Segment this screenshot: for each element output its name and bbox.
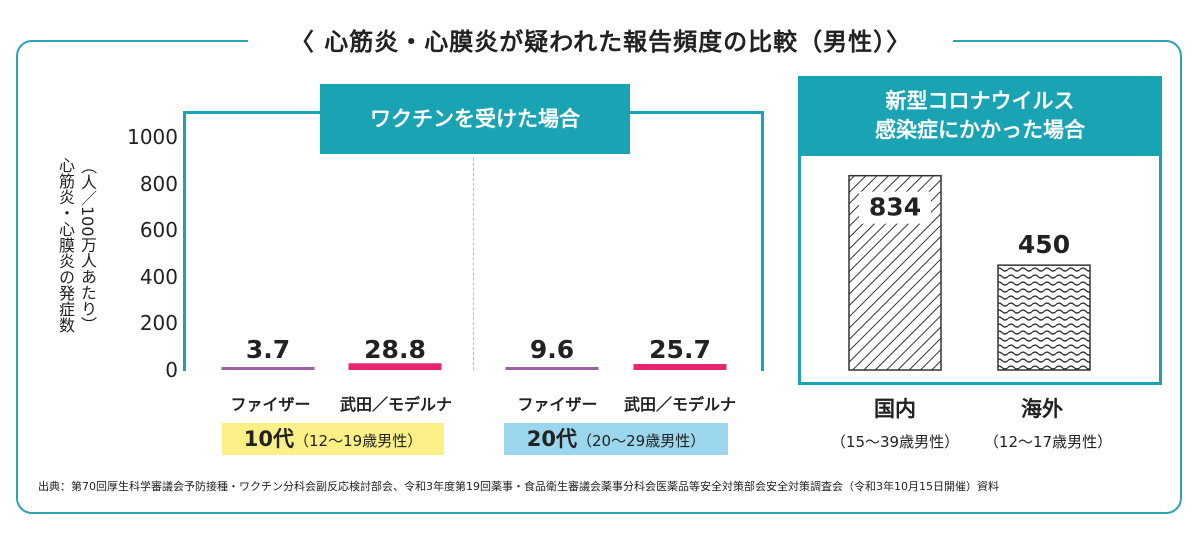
y-tick-label: 1000 bbox=[127, 125, 178, 149]
category-sub-overseas: （12〜17歳男性） bbox=[983, 433, 1113, 451]
infection-panel-header-line-1: 新型コロナウイルス bbox=[885, 89, 1075, 113]
chart-title: 〈 心筋炎・心膜炎が疑われた報告頻度の比較（男性）〉 bbox=[248, 22, 953, 62]
vaccine-panel-header-label: ワクチンを受けた場合 bbox=[370, 107, 580, 131]
y-tick-label: 400 bbox=[139, 264, 178, 289]
category-label-pfizer-20s: ファイザー bbox=[517, 395, 598, 414]
source-note: 出典：第70回厚生科学審議会予防接種・ワクチン分科会副反応検討部会、令和3年度第… bbox=[38, 480, 999, 493]
y-axis-label: 心筋炎・心膜炎の発症数 （人／100万人あたり） bbox=[56, 130, 112, 360]
age-group-10s-main: 10代 bbox=[243, 427, 295, 451]
category-label-pfizer-10s: ファイザー bbox=[230, 395, 311, 414]
category-sub-domestic: （15〜39歳男性） bbox=[830, 433, 960, 451]
age-group-10s-sub: （12〜19歳男性） bbox=[294, 432, 423, 450]
age-group-20s: 20代（20〜29歳男性） bbox=[504, 423, 728, 455]
age-group-20s-main: 20代 bbox=[526, 427, 578, 451]
age-group-10s: 10代（12〜19歳男性） bbox=[222, 423, 444, 455]
y-axis-label-line-1: 心筋炎・心膜炎の発症数 bbox=[56, 157, 75, 333]
group-divider bbox=[473, 158, 474, 370]
y-tick-label: 800 bbox=[139, 171, 178, 196]
category-label-domestic: 国内 bbox=[874, 397, 916, 421]
infection-panel-header-line-2: 感染症にかかった場合 bbox=[875, 118, 1085, 142]
y-tick-label: 0 bbox=[165, 358, 178, 382]
y-axis-label-line-2: （人／100万人あたり） bbox=[78, 157, 97, 333]
age-group-20s-sub: （20〜29歳男性） bbox=[577, 432, 706, 450]
infection-panel-header: 新型コロナウイルス 感染症にかかった場合 bbox=[798, 76, 1162, 156]
y-tick-label: 600 bbox=[139, 218, 178, 243]
category-label-moderna-10s: 武田／モデルナ bbox=[339, 395, 452, 414]
vaccine-panel-header: ワクチンを受けた場合 bbox=[320, 84, 630, 154]
category-label-overseas: 海外 bbox=[1021, 397, 1063, 421]
category-label-moderna-20s: 武田／モデルナ bbox=[623, 395, 736, 414]
y-tick-label: 200 bbox=[139, 311, 178, 336]
